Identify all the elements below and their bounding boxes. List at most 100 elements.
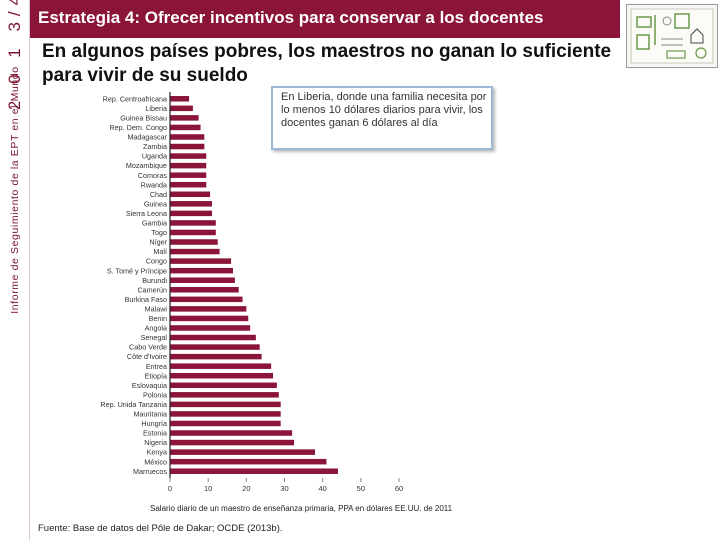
slide-title: Estrategia 4: Ofrecer incentivos para co… xyxy=(38,8,544,27)
slide-subtitle: En algunos países pobres, los maestros n… xyxy=(42,41,612,86)
salary-bar xyxy=(170,258,232,264)
category-label: Kenya xyxy=(147,448,167,457)
category-label: Madagascar xyxy=(127,133,167,142)
efa-logo-image xyxy=(626,4,718,68)
category-label: Guinea Bissau xyxy=(120,113,167,122)
category-label: Guinea xyxy=(144,199,167,208)
category-label: Rep. Dem. Congo xyxy=(109,123,167,132)
slide-header: Estrategia 4: Ofrecer incentivos para co… xyxy=(30,0,620,38)
category-label: Togo xyxy=(151,228,167,237)
category-label: Liberia xyxy=(145,104,167,113)
category-label: Cabo Verde xyxy=(129,343,167,352)
category-label: Rep. Unida Tanzania xyxy=(100,400,167,409)
source-note: Fuente: Base de datos del Pôle de Dakar;… xyxy=(38,523,283,534)
salary-bar xyxy=(170,315,249,322)
salary-bar xyxy=(170,401,281,408)
salary-bar xyxy=(170,306,247,312)
salary-bar xyxy=(170,353,262,360)
category-label: Marruecos xyxy=(133,467,167,476)
salary-bar xyxy=(170,181,207,188)
category-label: Uganda xyxy=(142,152,167,161)
category-label: Sierra Leona xyxy=(126,209,167,218)
category-label: México xyxy=(144,457,167,466)
salary-bar xyxy=(170,124,201,131)
report-series-title: Informe de Seguimiento de la EPT en el M… xyxy=(9,66,21,314)
x-tick-label: 50 xyxy=(357,484,365,493)
category-label: Eritrea xyxy=(146,362,167,371)
category-label: S. Tomé y Príncipe xyxy=(107,266,167,275)
category-label: Benin xyxy=(149,314,167,323)
x-tick-label: 30 xyxy=(280,484,288,493)
salary-bar xyxy=(170,96,190,102)
salary-bar xyxy=(170,382,277,389)
salary-bar xyxy=(170,248,220,255)
category-label: Gambia xyxy=(142,219,167,228)
efa-logo-drawing xyxy=(630,8,714,64)
salary-bar xyxy=(170,143,205,150)
category-label: Níger xyxy=(149,238,167,247)
category-label: Nigeria xyxy=(144,438,167,447)
category-label: Polonia xyxy=(143,390,167,399)
salary-bar xyxy=(170,325,251,331)
salary-bar xyxy=(170,468,338,474)
category-label: Zambia xyxy=(143,142,167,151)
salary-bar xyxy=(170,430,293,436)
x-tick-label: 10 xyxy=(204,484,212,493)
salary-bar xyxy=(170,229,216,236)
category-label: Etiopía xyxy=(145,371,167,380)
chart-x-axis-label: Salario diario de un maestro de enseñanz… xyxy=(150,504,453,513)
category-label: Rwanda xyxy=(141,180,167,189)
salary-bar xyxy=(170,162,207,169)
salary-bar xyxy=(170,115,199,121)
liberia-callout-text: En Liberia, donde una familia necesita p… xyxy=(281,91,487,129)
salary-bar xyxy=(170,287,239,293)
salary-bar xyxy=(170,420,281,427)
category-label: Hungría xyxy=(141,419,167,428)
salary-bar xyxy=(170,191,211,198)
salary-bar xyxy=(170,411,281,417)
category-label: Rep. Centroafricana xyxy=(103,94,167,103)
salary-bar xyxy=(170,449,316,455)
salary-bar xyxy=(170,296,243,303)
category-label: Comoras xyxy=(138,171,168,180)
salary-bar xyxy=(170,458,327,465)
liberia-callout: En Liberia, donde una familia necesita p… xyxy=(271,86,493,150)
category-label: Burundi xyxy=(142,276,167,285)
salary-bar xyxy=(170,201,212,207)
salary-bar xyxy=(170,105,193,112)
category-label: Eslovaquia xyxy=(132,381,167,390)
category-label: Malawi xyxy=(145,304,168,313)
x-tick-label: 20 xyxy=(242,484,250,493)
x-tick-label: 60 xyxy=(395,484,403,493)
salary-bar xyxy=(170,363,272,369)
category-label: Congo xyxy=(146,257,167,266)
category-label: Malí xyxy=(153,247,167,256)
salary-bar xyxy=(170,134,205,140)
salary-bar xyxy=(170,392,279,398)
salary-bar xyxy=(170,267,233,274)
salary-bar xyxy=(170,344,260,350)
sidebar-divider xyxy=(29,0,30,540)
category-label: Chad xyxy=(150,190,167,199)
salary-bar xyxy=(170,277,235,283)
category-label: Burkina Faso xyxy=(125,295,167,304)
category-label: Angola xyxy=(145,324,167,333)
category-label: Mauritania xyxy=(133,410,167,419)
category-label: Senegal xyxy=(141,333,168,342)
salary-bar xyxy=(170,220,216,226)
salary-bar xyxy=(170,210,212,217)
report-sidebar: 2 0 1 3/4 Informe de Seguimiento de la E… xyxy=(0,0,30,540)
salary-bar xyxy=(170,439,295,446)
category-label: Côte d'Ivoire xyxy=(127,352,167,361)
salary-bar xyxy=(170,172,207,178)
salary-bar xyxy=(170,239,218,245)
category-label: Camerún xyxy=(137,285,167,294)
category-label: Estonia xyxy=(143,429,167,438)
salary-bar xyxy=(170,372,274,379)
x-tick-label: 40 xyxy=(318,484,326,493)
salary-bar xyxy=(170,153,207,159)
salary-bar xyxy=(170,334,256,341)
x-tick-label: 0 xyxy=(168,484,172,493)
category-label: Mozambique xyxy=(126,161,167,170)
